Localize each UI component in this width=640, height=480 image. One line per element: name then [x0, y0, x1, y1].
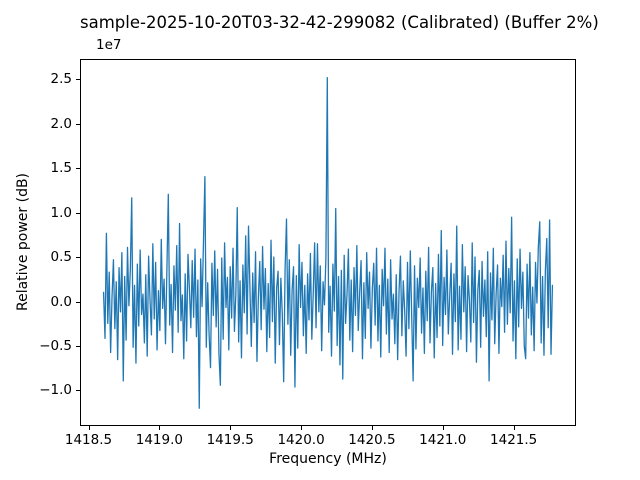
x-tick-label: 1420.0: [277, 432, 325, 448]
y-tick-label: 2.5: [50, 71, 72, 88]
y-tick-mark: [76, 301, 80, 303]
x-tick-label: 1419.5: [206, 432, 254, 448]
x-axis-label: Frequency (MHz): [269, 451, 387, 467]
x-tick-mark: [442, 426, 444, 430]
chart-title: sample-2025-10-20T03-32-42-299082 (Calib…: [80, 13, 599, 32]
x-tick-mark: [230, 426, 232, 430]
x-tick-label: 1421.5: [490, 432, 538, 448]
y-tick-label: 1.5: [50, 160, 72, 177]
x-tick-label: 1419.0: [135, 432, 183, 448]
y-tick-label: 0.0: [50, 293, 72, 310]
y-axis-label: Relative power (dB): [15, 172, 31, 312]
y-tick-label: 0.5: [50, 249, 72, 266]
y-tick-label: −0.5: [39, 338, 72, 355]
x-tick-mark: [513, 426, 515, 430]
signal-line-svg: [102, 77, 554, 409]
x-tick-label: 1418.5: [64, 432, 113, 448]
y-tick-label: 1.0: [50, 204, 72, 221]
y-axis-offset-label: 1e7: [96, 37, 122, 53]
y-tick-label: −1.0: [39, 382, 72, 399]
y-tick-label: 2.0: [50, 115, 72, 132]
y-tick-mark: [76, 79, 80, 81]
x-tick-mark: [159, 426, 161, 430]
y-tick-mark: [76, 168, 80, 170]
plot-area: [80, 59, 576, 426]
x-tick-label: 1421.0: [419, 432, 467, 448]
signal-line: [102, 77, 554, 409]
y-tick-mark: [76, 123, 80, 125]
y-tick-mark: [76, 390, 80, 392]
y-tick-mark: [76, 257, 80, 259]
x-tick-label: 1420.5: [348, 432, 396, 448]
x-tick-mark: [301, 426, 303, 430]
y-tick-mark: [76, 346, 80, 348]
x-tick-mark: [88, 426, 90, 430]
x-tick-mark: [371, 426, 373, 430]
y-tick-mark: [76, 212, 80, 214]
